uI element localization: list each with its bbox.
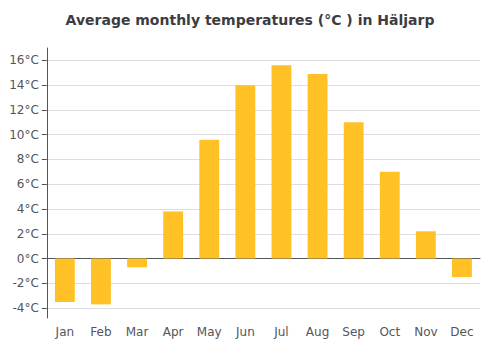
svg-text:Average monthly temperatures (: Average monthly temperatures (°C ) in Hä… [66, 12, 435, 28]
svg-text:Nov: Nov [414, 325, 437, 339]
svg-text:Sep: Sep [342, 325, 365, 339]
svg-text:Feb: Feb [90, 325, 111, 339]
svg-text:2°C: 2°C [17, 227, 39, 241]
svg-text:Apr: Apr [163, 325, 184, 339]
svg-text:0°C: 0°C [17, 252, 39, 266]
svg-text:6°C: 6°C [17, 177, 39, 191]
svg-text:4°C: 4°C [17, 202, 39, 216]
svg-text:Jun: Jun [235, 325, 255, 339]
svg-text:14°C: 14°C [9, 78, 39, 92]
svg-text:8°C: 8°C [17, 152, 39, 166]
svg-text:Jul: Jul [273, 325, 288, 339]
svg-text:May: May [197, 325, 222, 339]
svg-text:Aug: Aug [306, 325, 329, 339]
svg-text:Mar: Mar [126, 325, 149, 339]
svg-text:10°C: 10°C [9, 128, 39, 142]
svg-text:-2°C: -2°C [12, 276, 38, 290]
svg-text:-4°C: -4°C [12, 301, 38, 315]
svg-text:Oct: Oct [379, 325, 400, 339]
svg-text:Jan: Jan [55, 325, 75, 339]
svg-text:16°C: 16°C [9, 53, 39, 67]
svg-text:12°C: 12°C [9, 103, 39, 117]
svg-text:Dec: Dec [450, 325, 473, 339]
